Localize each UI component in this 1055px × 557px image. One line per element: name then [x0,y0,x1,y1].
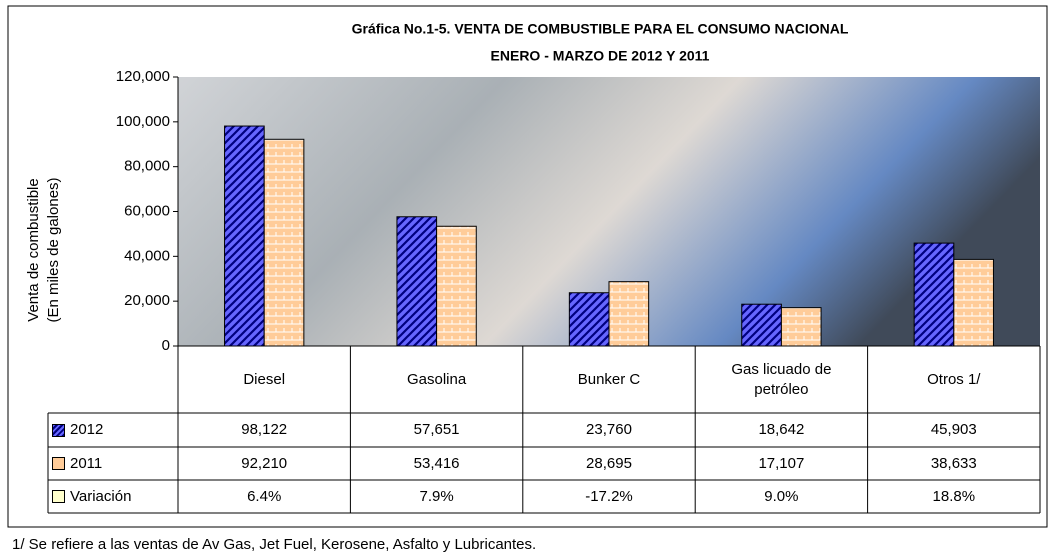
y-tick-label: 80,000 [124,158,170,175]
table-value-text: 28,695 [586,454,632,472]
y-tick-label: 40,000 [124,247,170,264]
category-label-text: Otros 1/ [927,370,981,388]
category-label-text: Gasolina [406,370,467,388]
bar [436,225,477,347]
table-value-text: 38,633 [930,454,977,472]
table-value: 53,416 [350,447,522,480]
table-value-text: -17.2% [585,487,633,505]
bar [953,258,994,347]
table-value-text: 98,122 [241,421,288,438]
table-value-text: 18,642 [758,421,805,438]
table-value-text: 9.0% [764,487,799,505]
table-value-text: 57,651 [413,421,460,438]
y-tick-label: 100,000 [116,113,170,130]
table-value-text: 53,416 [413,454,460,472]
table-value: 92,210 [178,447,350,480]
table-value-text: 17,107 [758,454,805,472]
legend-entry-text: 2012 [70,421,104,438]
table-value-text: 92,210 [241,454,288,472]
category-label: Diesel [198,346,330,413]
legend-key [52,423,65,437]
category-label-text: Bunker C [577,370,641,388]
category-label: Gasolina [370,346,502,413]
chart-subtitle: ENERO - MARZO DE 2012 Y 2011 [491,48,710,64]
footnote: 1/ Se refiere a las ventas de Av Gas, Je… [12,536,536,553]
y-tick-label: 120,000 [116,68,170,85]
table-value-text: 18.8% [932,487,976,505]
table-value: 98,122 [178,413,350,447]
chart-title: Gráfica No.1-5. VENTA DE COMBUSTIBLE PAR… [352,21,849,37]
y-tick-label: 60,000 [124,202,170,219]
legend-key [52,457,65,470]
legend-entry: 2011 [52,447,174,480]
table-value-text: 7.9% [419,487,454,505]
table-value-text: 45,903 [930,421,977,438]
table-value-text: 6.4% [247,487,282,505]
y-axis-label: Venta de combustible [25,178,42,321]
bar [568,292,610,347]
category-label-text: Gas licuado de petróleo [731,360,832,398]
table-value: 9.0% [695,480,867,513]
table-value: -17.2% [523,480,695,513]
category-label-text: Diesel [243,370,286,388]
y-tick-label: 0 [162,337,170,354]
bar [608,281,650,347]
table-value: 7.9% [350,480,522,513]
table-value: 18.8% [868,480,1040,513]
frame [7,5,1048,528]
category-label: Otros 1/ [888,346,1020,413]
category-label: Bunker C [543,346,675,413]
bar [913,242,955,347]
table-value: 17,107 [695,447,867,480]
legend-entry: 2012 [52,413,174,447]
table-value: 45,903 [868,413,1040,447]
y-axis-label: (En miles de galones) [45,177,62,322]
bar [396,216,438,347]
table-value: 28,695 [523,447,695,480]
legend-entry-text: 2011 [70,454,103,472]
legend-entry-text: Variación [70,487,132,505]
table-value-text: 23,760 [586,421,632,438]
table-value: 23,760 [523,413,695,447]
y-tick-label: 20,000 [124,292,170,309]
bar [263,138,305,347]
table-value: 18,642 [695,413,867,447]
legend-key [52,490,65,503]
bar [741,303,782,347]
legend-entry: Variación [52,480,174,513]
table-value: 6.4% [178,480,350,513]
category-label: Gas licuado de petróleo [715,346,847,413]
table-value: 38,633 [868,447,1040,480]
bar [780,307,822,347]
table-value: 57,651 [350,413,522,447]
bar [224,125,265,347]
